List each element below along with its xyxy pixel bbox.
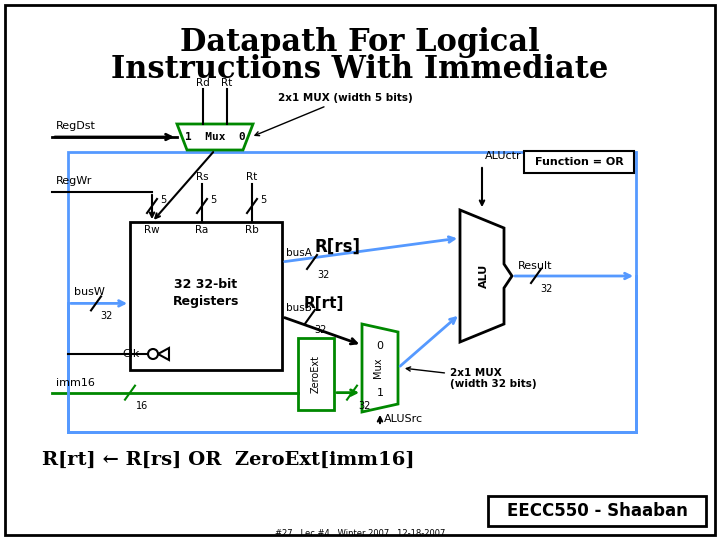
Text: 5: 5 [160, 195, 166, 205]
Text: Rw: Rw [144, 225, 160, 235]
Text: Clk: Clk [122, 349, 140, 359]
Text: 5: 5 [260, 195, 266, 205]
Text: EECC550 - Shaaban: EECC550 - Shaaban [507, 502, 688, 520]
Text: 1  Mux  0: 1 Mux 0 [184, 132, 246, 142]
Text: 0: 0 [377, 341, 384, 351]
Polygon shape [460, 210, 512, 342]
Text: busB: busB [286, 303, 312, 313]
Text: 2x1 MUX
(width 32 bits): 2x1 MUX (width 32 bits) [406, 367, 536, 389]
Text: busA: busA [286, 248, 312, 258]
Text: Result: Result [518, 261, 552, 271]
Text: ZeroExt: ZeroExt [311, 355, 321, 393]
Text: Mux: Mux [373, 357, 383, 378]
Text: Rb: Rb [245, 225, 259, 235]
Text: R[rs]: R[rs] [314, 238, 360, 256]
Text: RegDst: RegDst [56, 121, 96, 131]
Polygon shape [158, 348, 169, 360]
Text: 32: 32 [540, 284, 552, 294]
Text: ALU: ALU [479, 264, 489, 288]
Text: RegWr: RegWr [56, 176, 92, 186]
Text: R[rt]: R[rt] [304, 296, 344, 310]
Text: 32: 32 [100, 312, 112, 321]
Text: imm16: imm16 [56, 377, 95, 388]
Text: 32: 32 [358, 401, 370, 410]
Text: Rt: Rt [221, 78, 233, 88]
Polygon shape [177, 124, 253, 150]
Text: 32: 32 [317, 270, 329, 280]
Text: ALUSrc: ALUSrc [384, 414, 423, 424]
Text: #27   Lec #4   Winter 2007   12-18-2007: #27 Lec #4 Winter 2007 12-18-2007 [275, 529, 445, 537]
Bar [68, 152, 636, 432]
Text: R[rt] ← R[rs] OR  ZeroExt[imm16]: R[rt] ← R[rs] OR ZeroExt[imm16] [42, 451, 415, 469]
Bar [488, 496, 706, 526]
Text: Instructions With Immediate: Instructions With Immediate [112, 55, 608, 85]
Text: ALUctr: ALUctr [485, 151, 521, 161]
Text: Registers: Registers [173, 294, 239, 307]
Text: busW: busW [74, 287, 105, 298]
Polygon shape [362, 324, 398, 412]
Bar [524, 151, 634, 173]
Bar [130, 222, 282, 370]
Text: Ra: Ra [195, 225, 209, 235]
Text: 5: 5 [210, 195, 216, 205]
Text: Rd: Rd [196, 78, 210, 88]
Text: Function = OR: Function = OR [535, 157, 624, 167]
Text: 1: 1 [377, 388, 384, 397]
Text: 2x1 MUX (width 5 bits): 2x1 MUX (width 5 bits) [255, 93, 413, 136]
Text: Rt: Rt [246, 172, 258, 182]
Text: 32: 32 [314, 325, 326, 335]
Text: Datapath For Logical: Datapath For Logical [180, 28, 540, 58]
Text: Rs: Rs [196, 172, 208, 182]
Text: 32 32-bit: 32 32-bit [174, 278, 238, 291]
Text: 16: 16 [136, 401, 148, 410]
Bar [298, 338, 334, 410]
